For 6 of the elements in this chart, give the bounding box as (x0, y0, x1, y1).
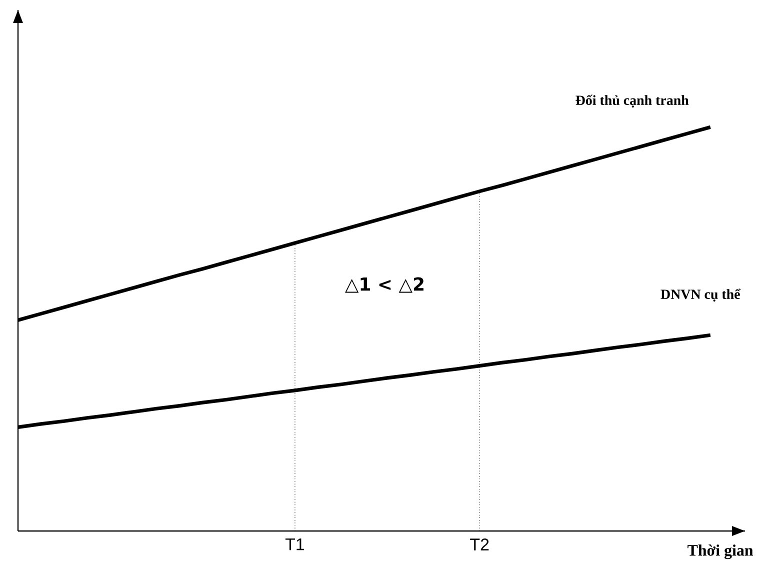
annotation: △1 < △2 (344, 277, 424, 293)
x-tick-label: T2 (470, 538, 489, 550)
text: DNVN cụ thể (660, 288, 741, 302)
x-axis-title: Thời gian (688, 544, 754, 560)
series-label: Đối thủ cạnh tranh (576, 94, 689, 108)
x-tick-label: T1 (285, 538, 304, 550)
